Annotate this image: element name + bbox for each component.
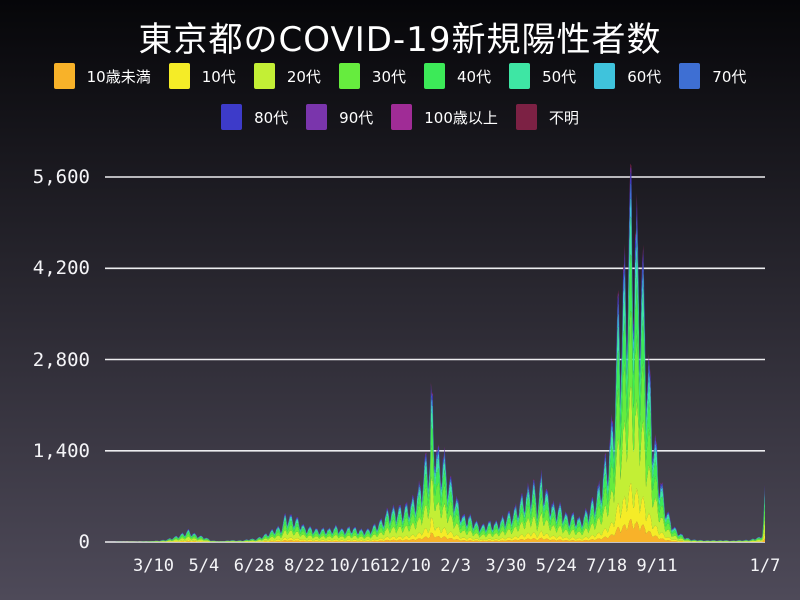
legend-item-age-50s: 50代 <box>509 63 576 89</box>
legend-item-age-90s: 90代 <box>306 104 373 130</box>
legend-swatch-age-60s <box>594 63 616 89</box>
legend-swatch-age-20s <box>253 63 275 89</box>
legend-swatch-age-50s <box>509 63 531 89</box>
legend-row-2: 80代 90代 100歳以上 不明 <box>0 104 800 130</box>
area-age-20s <box>105 386 765 542</box>
legend-label-age-80s: 80代 <box>254 108 289 127</box>
chart-title: 東京都のCOVID-19新規陽性者数 <box>138 20 662 60</box>
x-tick-label-5-24: 5/24 <box>535 556 577 576</box>
legend-swatch-age-70s <box>679 63 701 89</box>
x-tick-label-12-10: 12/10 <box>379 556 431 576</box>
legend-item-age-10s: 10代 <box>168 63 236 89</box>
area-unknown <box>105 163 765 542</box>
area-age-under-10 <box>105 519 765 542</box>
legend-label-age-70s: 70代 <box>712 67 747 86</box>
area-age-80s <box>105 171 765 542</box>
x-tick-label-7-18: 7/18 <box>586 556 628 576</box>
legend-label-age-100-plus: 100歳以上 <box>424 108 498 127</box>
y-tick-label-1400: 1,400 <box>32 439 90 462</box>
x-tick-label-3-10: 3/10 <box>133 556 174 576</box>
x-tick-label-8-22: 8/22 <box>284 556 326 576</box>
legend-item-age-40s: 40代 <box>424 63 491 89</box>
legend-label-age-30s: 30代 <box>371 67 406 86</box>
legend-item-unknown: 不明 <box>515 104 579 130</box>
legend-label-age-40s: 40代 <box>457 67 492 86</box>
legend-swatch-age-10s <box>168 63 190 89</box>
legend-label-unknown: 不明 <box>548 108 579 127</box>
legend-item-age-80s: 80代 <box>221 104 288 130</box>
legend-row-1: 10歳未満 10代 20代 30代 40代 50代 60代 70代 <box>0 63 800 89</box>
area-age-50s <box>105 216 765 542</box>
legend-swatch-age-30s <box>338 63 360 89</box>
legend-item-age-100-plus: 100歳以上 <box>391 104 498 130</box>
legend-swatch-unknown <box>515 104 537 130</box>
area-age-40s <box>105 254 765 542</box>
legend-label-age-under-10: 10歳未満 <box>86 67 151 86</box>
area-age-10s <box>105 483 765 542</box>
area-age-30s <box>105 311 765 542</box>
x-tick-label-3-30: 3/30 <box>485 556 527 576</box>
legend-swatch-age-80s <box>221 104 243 130</box>
legend-item-age-20s: 20代 <box>253 63 321 89</box>
area-age-60s <box>105 197 765 542</box>
legend-label-age-10s: 10代 <box>201 67 236 86</box>
legend-swatch-age-90s <box>306 104 328 130</box>
y-tick-label-5600: 5,600 <box>32 166 90 188</box>
x-tick-label-1-7: 1/7 <box>749 556 781 576</box>
y-tick-label-2800: 2,800 <box>32 348 90 371</box>
x-tick-label-9-11: 9/11 <box>636 556 678 576</box>
legend-item-age-30s: 30代 <box>338 63 406 89</box>
legend-item-age-70s: 70代 <box>679 63 746 89</box>
legend-item-age-under-10: 10歳未満 <box>53 63 151 89</box>
legend-swatch-age-100-plus <box>391 104 413 130</box>
area-age-90s <box>105 166 765 542</box>
legend-label-age-50s: 50代 <box>542 67 577 86</box>
x-tick-label-6-28: 6/28 <box>233 556 275 576</box>
area-age-70s <box>105 182 765 542</box>
legend-swatch-age-40s <box>424 63 445 89</box>
y-tick-label-0: 0 <box>78 531 90 553</box>
x-tick-label-10-16: 10/16 <box>329 556 381 576</box>
x-tick-label-5-4: 5/4 <box>188 556 220 576</box>
legend-swatch-age-under-10 <box>53 63 75 89</box>
x-tick-label-2-3: 2/3 <box>440 556 471 576</box>
legend-label-age-20s: 20代 <box>286 67 321 86</box>
legend-item-age-60s: 60代 <box>594 63 661 89</box>
legend-label-age-60s: 60代 <box>627 67 662 86</box>
legend-label-age-90s: 90代 <box>339 108 374 127</box>
y-tick-label-4200: 4,200 <box>32 257 90 280</box>
